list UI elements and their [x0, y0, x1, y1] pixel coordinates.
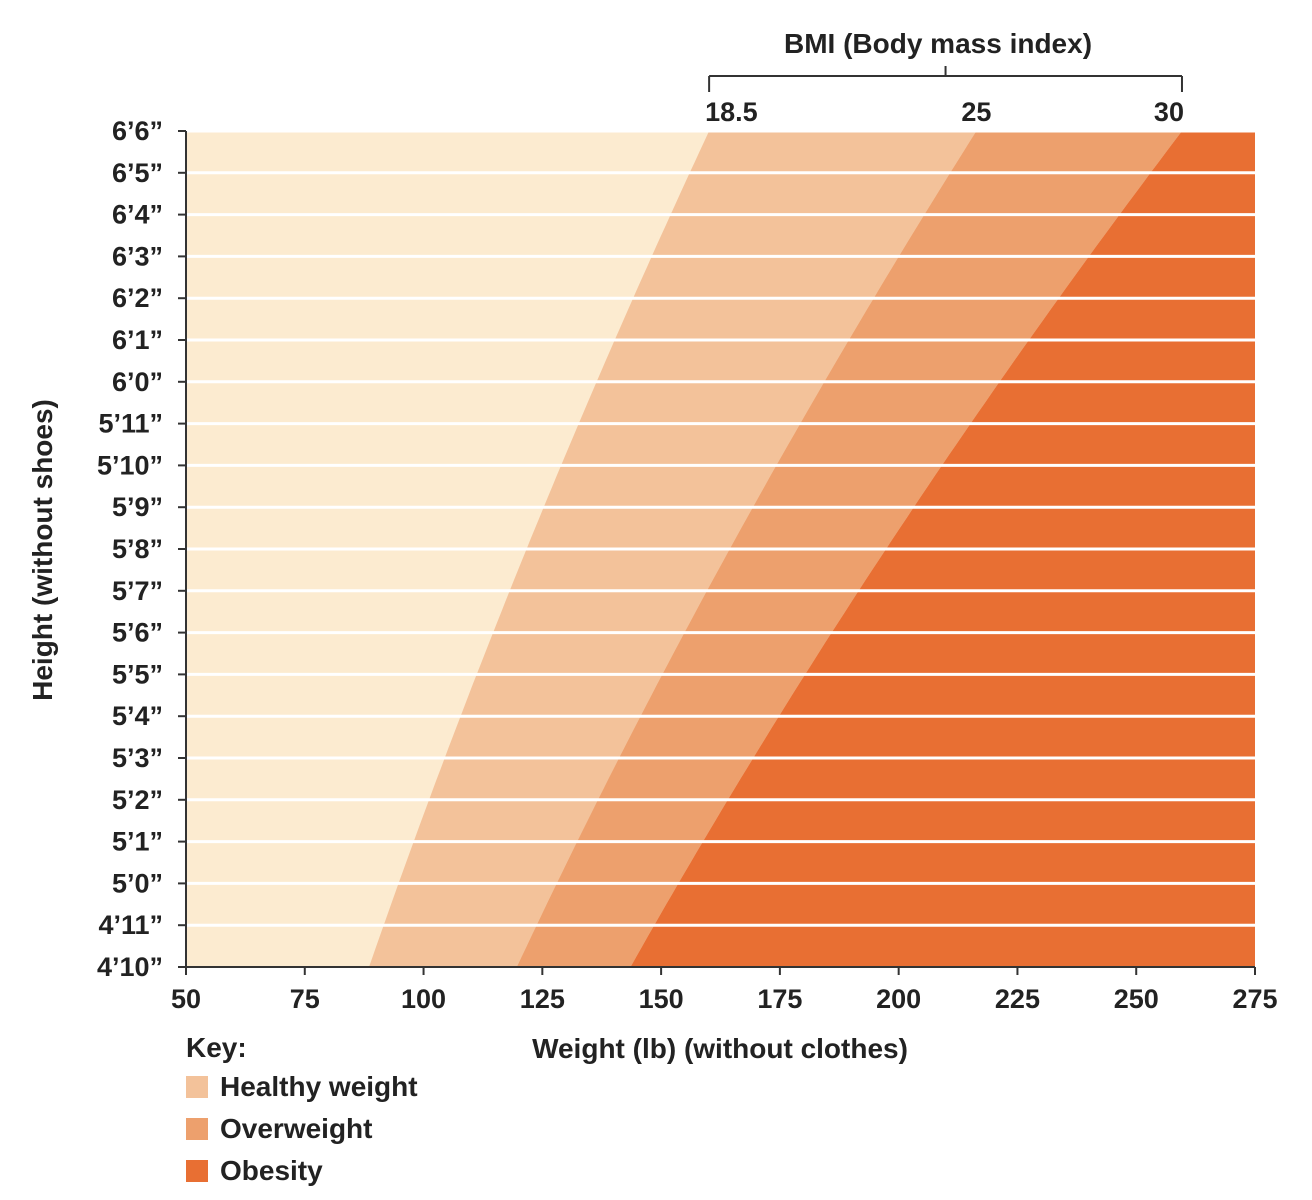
x-tick-label: 75 [290, 984, 320, 1014]
legend: Key: Healthy weight Overweight Obesity [186, 1030, 418, 1192]
x-tick-label: 175 [757, 984, 802, 1014]
y-tick-label: 6’1” [112, 325, 163, 355]
legend-label-obesity: Obesity [220, 1155, 323, 1186]
x-tick-label: 100 [401, 984, 446, 1014]
y-tick-label: 5’4” [112, 701, 163, 731]
legend-swatch-overweight [186, 1118, 208, 1140]
bmi-title: BMI (Body mass index) [784, 28, 1092, 59]
y-tick-label: 5’7” [112, 576, 163, 606]
x-tick-label: 250 [1114, 984, 1159, 1014]
height-gridlines [186, 129, 1255, 927]
x-tick-label: 200 [876, 984, 921, 1014]
y-tick-label: 5’8” [112, 534, 163, 564]
y-tick-label: 4’10” [97, 952, 163, 982]
y-tick-label: 6’5” [112, 158, 163, 188]
y-tick-label: 4’11” [98, 910, 163, 940]
y-tick-label: 5’5” [112, 659, 163, 689]
y-axis-title: Height (without shoes) [27, 399, 58, 701]
y-tick-label: 5’9” [112, 492, 163, 522]
x-tick-label: 275 [1232, 984, 1277, 1014]
y-tick-label: 5’2” [112, 785, 163, 815]
x-tick-label: 225 [995, 984, 1040, 1014]
legend-swatch-healthy [186, 1076, 208, 1098]
legend-item-healthy: Healthy weight [186, 1066, 418, 1108]
y-tick-label: 6’0” [112, 367, 163, 397]
y-tick-label: 6’2” [112, 283, 163, 313]
bmi-bracket: 18.5 25 30 [705, 66, 1184, 127]
bmi-threshold-label: 18.5 [705, 97, 758, 127]
x-tick-labels: 50 75 100 125 150 175 200 225 250 275 [171, 967, 1278, 1014]
x-tick-label: 125 [520, 984, 565, 1014]
y-tick-label: 6’4” [112, 200, 163, 230]
bmi-threshold-label: 25 [961, 97, 991, 127]
x-axis-title: Weight (lb) (without clothes) [532, 1033, 908, 1064]
legend-item-obesity: Obesity [186, 1150, 418, 1192]
bmi-threshold-label: 30 [1154, 97, 1184, 127]
y-tick-label: 5’6” [112, 618, 163, 648]
x-tick-label: 50 [171, 984, 201, 1014]
legend-label-overweight: Overweight [220, 1113, 373, 1144]
x-tick-label: 150 [639, 984, 684, 1014]
y-tick-label: 5’3” [112, 743, 163, 773]
y-tick-label: 5’11” [98, 409, 163, 439]
y-tick-label: 5’10” [97, 450, 163, 480]
legend-swatch-obesity [186, 1160, 208, 1182]
legend-title: Key: [186, 1032, 247, 1063]
y-tick-labels: 4’10” 4’11” 5’0” 5’1” 5’2” 5’3” 5’4” 5’5” 5’6” 5’… [97, 116, 186, 982]
y-tick-label: 5’1” [112, 827, 163, 857]
legend-item-overweight: Overweight [186, 1108, 418, 1150]
y-tick-label: 5’0” [112, 868, 163, 898]
y-tick-label: 6’3” [112, 241, 163, 271]
legend-label-healthy: Healthy weight [220, 1071, 418, 1102]
y-tick-label: 6’6” [112, 116, 163, 146]
